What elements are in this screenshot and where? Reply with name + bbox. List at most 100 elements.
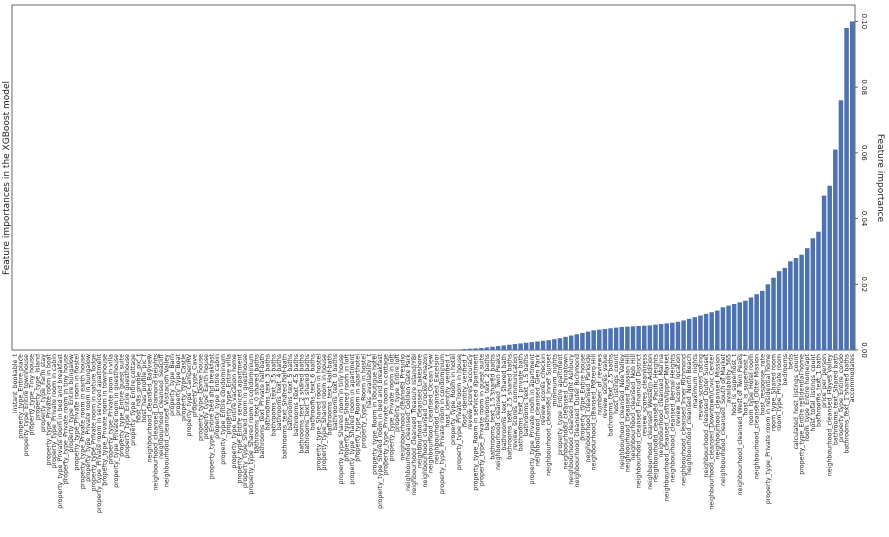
x-tick-label: bathrooms_text_5 baths — [287, 354, 294, 430]
x-tick-label: neighbourhood_cleansed_Glen Park — [534, 354, 541, 466]
bar — [782, 267, 787, 350]
x-tick-label: beds — [787, 354, 794, 369]
x-tick-label: property_type_Shared room in tiny house — [338, 354, 345, 485]
bar — [597, 329, 602, 350]
bar — [675, 321, 681, 350]
x-tick-label: property_type_Shared room in house — [321, 354, 328, 471]
bar — [507, 344, 512, 350]
x-tick-label: bathrooms_text_1 private bath — [518, 354, 525, 451]
bar — [686, 318, 692, 350]
x-tick-label: property_type_Private room in guest suit… — [478, 354, 485, 486]
bar — [636, 326, 641, 350]
x-tick-label: bathrooms_text_0 baths — [332, 354, 339, 430]
bar — [557, 338, 563, 350]
x-tick-label: neighbourhood_cleansed_West of Twin Peak… — [737, 354, 744, 495]
x-tick-label: property_type_Room in hotel — [450, 354, 457, 445]
x-tick-label: property_type_Private room in boat — [46, 353, 53, 465]
x-tick-label: bathrooms_text_1 shared baths — [844, 354, 851, 454]
x-tick-label: property_type_Room in serviced apartment — [473, 353, 480, 490]
x-tick-label: property_type_Private room in bungalow — [85, 354, 92, 482]
x-tick-label: property_type_Entire bed and breakfast — [209, 353, 216, 479]
x-tick-label: neighbourhood_cleansed_Downtown/Civic Ce… — [709, 354, 716, 510]
x-tick-label: room_type_Entire home/apt — [804, 353, 811, 441]
x-tick-label: neighbourhood_cleansed_Pacific Heights — [652, 354, 659, 482]
bar — [715, 310, 720, 350]
bar — [625, 326, 630, 350]
x-tick-label: neighbourhood_cleansed_Haight Ashbury — [568, 354, 575, 485]
x-tick-label: property_type_Shared room in condominium — [248, 354, 255, 494]
bar — [681, 320, 686, 350]
x-tick-label: property_type_Entire_condo — [838, 354, 845, 442]
x-tick-label: host_identity_verified_f — [461, 353, 468, 427]
bar — [591, 330, 596, 350]
x-tick-label: review_scores_location — [675, 354, 682, 426]
x-tick-label: property_type_Entire place — [17, 354, 24, 439]
bar — [703, 313, 709, 350]
x-tick-label: neighbourhood_cleansed_Castro/Upper Mark… — [664, 353, 671, 501]
x-tick-label: host_total_listings_count — [810, 353, 817, 431]
x-tick-label: property_type_Entire apartment — [557, 353, 564, 455]
x-tick-label: property_type_Private room in hostel — [74, 354, 81, 471]
bar — [619, 327, 625, 350]
bar — [754, 294, 759, 350]
bar — [462, 349, 467, 350]
bar — [816, 231, 821, 350]
x-tick-label: bathrooms_text_4.5 baths — [293, 354, 300, 436]
bar — [833, 149, 838, 350]
x-tick-label: property_type_Cave — [192, 354, 199, 417]
x-tick-label: property_type_Private room in loft — [388, 353, 395, 461]
bar — [535, 341, 540, 350]
bar — [479, 348, 484, 350]
bar — [726, 305, 731, 350]
bar — [827, 185, 832, 350]
bar — [642, 325, 647, 350]
x-tick-label: neighbourhood_cleansed_Outer Richmond — [574, 354, 581, 487]
bar — [484, 347, 490, 350]
bar — [810, 238, 816, 350]
bar — [512, 344, 518, 350]
bar — [664, 323, 669, 350]
x-tick-label: property_type_Private room in condominiu… — [439, 354, 446, 494]
bar — [698, 315, 703, 350]
x-tick-label: price_per_person — [821, 354, 828, 408]
y-tick-label: 0.10 — [860, 14, 868, 30]
x-tick-label: property_type_Entire guesthouse — [124, 354, 131, 459]
x-tick-label: property_type_Private room in serviced a… — [96, 353, 103, 513]
x-tick-label: neighbourhood_cleansed_Financial Distric… — [636, 353, 643, 488]
bar — [630, 326, 636, 350]
bar — [585, 331, 591, 350]
x-tick-label: property_type_Entire guest suite — [119, 354, 126, 457]
x-tick-label: calculated_host_listings_count — [793, 353, 800, 449]
x-tick-label: property_type_Private room in cabin — [51, 354, 58, 468]
x-tick-label: property_type_Private room in tiny house — [62, 354, 69, 484]
x-tick-label: minimum_nights — [551, 354, 558, 407]
x-tick-label: bathrooms_text_4 baths — [276, 354, 283, 430]
x-tick-label: neighbourhood_cleansed_North Beach — [686, 354, 693, 475]
x-tick-label: neighbourhood_cleansed_Presidio — [400, 354, 407, 461]
x-tick-label: property_type_Entire residential home — [799, 354, 806, 475]
x-tick-label: neighbourhood_cleansed_Outer Mission — [754, 354, 761, 479]
bar — [709, 312, 714, 350]
bar — [467, 348, 473, 350]
bar — [838, 100, 844, 351]
x-tick-label: neighbourhood_cleansed_Diamond Heights — [152, 354, 159, 491]
x-tick-label: property_type_Shared room in hostel — [315, 354, 322, 471]
bar — [495, 346, 501, 350]
x-tick-label: bathrooms_text_Shared half-bath — [282, 354, 289, 459]
bar — [743, 300, 748, 350]
x-tick-label: property_type_Private room in earth hous… — [79, 354, 86, 489]
x-tick-label: room_type_Hotel room — [748, 354, 755, 426]
x-tick-label: property_type_Private room in cottage — [383, 354, 390, 475]
bar — [720, 307, 726, 350]
bar — [602, 328, 608, 350]
x-tick-label: neighbourhood_cleansed_Parkside — [585, 354, 592, 463]
x-tick-label: property_type_Dome house — [197, 354, 204, 441]
bar — [849, 21, 855, 351]
x-tick-label: bathrooms_text_3.5 baths — [270, 354, 277, 436]
x-tick-label: property_type_Farm stay — [40, 354, 47, 432]
x-tick-label: property_type_Private room in house — [456, 354, 463, 470]
x-tick-label: property_type_Room in hostel — [360, 354, 367, 448]
x-tick-label: property_type_Island — [34, 354, 41, 420]
x-tick-label: bathrooms_text_2 baths — [484, 354, 491, 430]
x-tick-label: review_scores_communication — [512, 354, 519, 450]
